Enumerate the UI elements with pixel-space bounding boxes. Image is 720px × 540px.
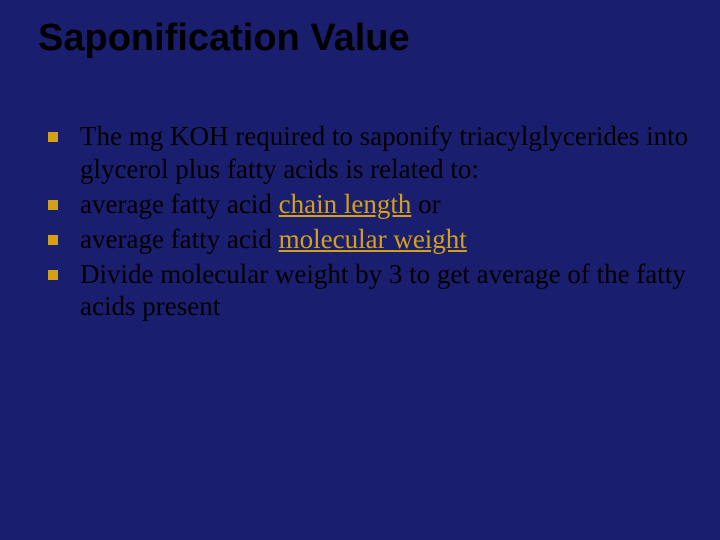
bullet-post: or <box>411 189 440 219</box>
bullet-text: average fatty acid molecular weight <box>80 223 690 256</box>
slide-container: Saponification Value The mg KOH required… <box>0 0 720 540</box>
list-item: average fatty acid chain length or <box>48 188 690 221</box>
bullet-icon <box>48 200 58 210</box>
bullet-pre: average fatty acid <box>80 189 279 219</box>
bullet-text: average fatty acid chain length or <box>80 188 690 221</box>
slide-title: Saponification Value <box>38 18 690 60</box>
bullet-icon <box>48 235 58 245</box>
bullet-pre: The mg KOH required to saponify triacylg… <box>80 121 688 184</box>
bullet-text: The mg KOH required to saponify triacylg… <box>80 120 690 186</box>
bullet-pre: Divide molecular weight by 3 to get aver… <box>80 259 686 322</box>
bullet-highlight: chain length <box>279 189 412 219</box>
list-item: The mg KOH required to saponify triacylg… <box>48 120 690 186</box>
bullet-text: Divide molecular weight by 3 to get aver… <box>80 258 690 324</box>
list-item: average fatty acid molecular weight <box>48 223 690 256</box>
bullet-list: The mg KOH required to saponify triacylg… <box>48 120 690 324</box>
bullet-icon <box>48 132 58 142</box>
bullet-pre: average fatty acid <box>80 224 279 254</box>
bullet-highlight: molecular weight <box>279 224 467 254</box>
list-item: Divide molecular weight by 3 to get aver… <box>48 258 690 324</box>
bullet-icon <box>48 270 58 280</box>
